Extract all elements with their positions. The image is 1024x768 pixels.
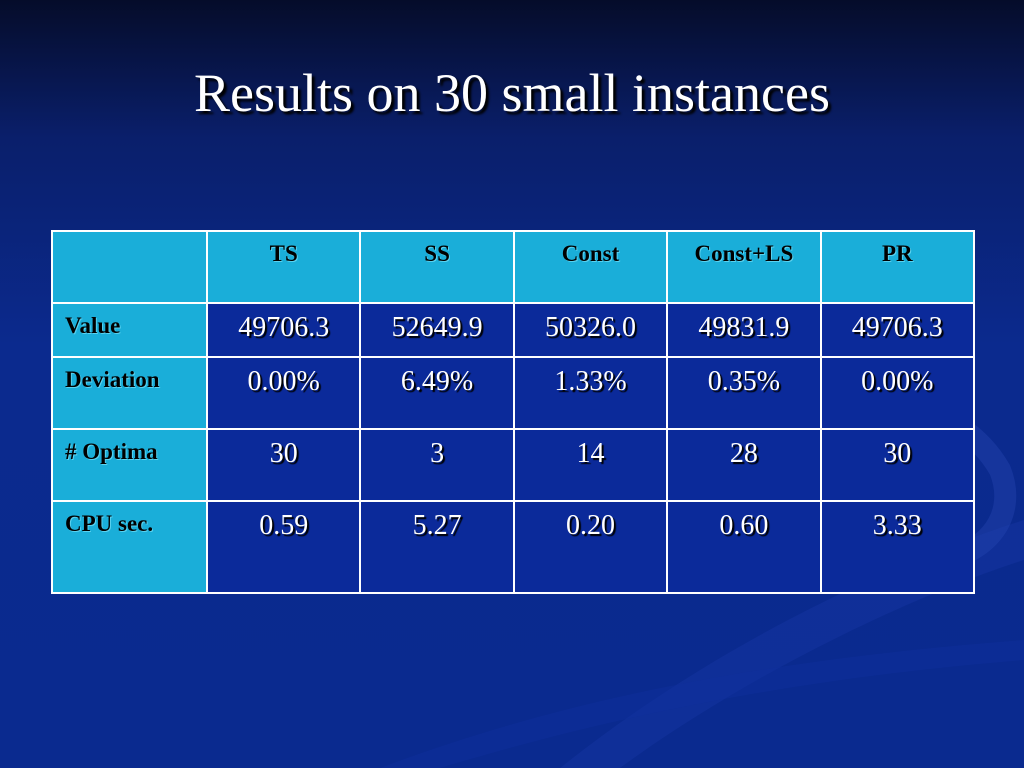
row-label-deviation: Deviation	[51, 356, 208, 430]
table-cell: 0.60	[666, 500, 822, 594]
table-row-deviation: Deviation 0.00% 6.49% 1.33% 0.35% 0.00%	[51, 356, 976, 430]
table-cell: 1.33%	[512, 356, 669, 430]
table-row-value: Value 49706.3 52649.9 50326.0 49831.9 49…	[51, 302, 976, 358]
table-cell: 14	[512, 428, 669, 502]
table-corner-cell	[51, 230, 208, 304]
table-cell: 49831.9	[666, 302, 822, 358]
row-label-value: Value	[51, 302, 208, 358]
table-row-optima: # Optima 30 3 14 28 30	[51, 428, 976, 502]
table-cell: 0.59	[205, 500, 362, 594]
table-cell: 50326.0	[512, 302, 669, 358]
table-header-row: TS SS Const Const+LS PR	[51, 230, 976, 304]
table-cell: 28	[666, 428, 822, 502]
table-cell: 49706.3	[819, 302, 976, 358]
table-cell: 3	[359, 428, 515, 502]
table-cell: 5.27	[359, 500, 515, 594]
table-cell: 0.35%	[666, 356, 822, 430]
table-cell: 3.33	[819, 500, 976, 594]
column-header-const-ls: Const+LS	[666, 230, 822, 304]
table-cell: 6.49%	[359, 356, 515, 430]
table-cell: 49706.3	[205, 302, 362, 358]
column-header-const: Const	[512, 230, 669, 304]
table-cell: 0.00%	[819, 356, 976, 430]
results-table: TS SS Const Const+LS PR Value 49706.3 52…	[51, 230, 976, 594]
column-header-pr: PR	[819, 230, 976, 304]
column-header-ss: SS	[359, 230, 515, 304]
table-cell: 30	[205, 428, 362, 502]
row-label-optima: # Optima	[51, 428, 208, 502]
table-cell: 0.00%	[205, 356, 362, 430]
slide-title: Results on 30 small instances	[194, 63, 830, 123]
table-cell: 30	[819, 428, 976, 502]
row-label-cpu: CPU sec.	[51, 500, 208, 594]
table-cell: 52649.9	[359, 302, 515, 358]
column-header-ts: TS	[205, 230, 362, 304]
table-row-cpu: CPU sec. 0.59 5.27 0.20 0.60 3.33	[51, 500, 976, 594]
table-cell: 0.20	[512, 500, 669, 594]
